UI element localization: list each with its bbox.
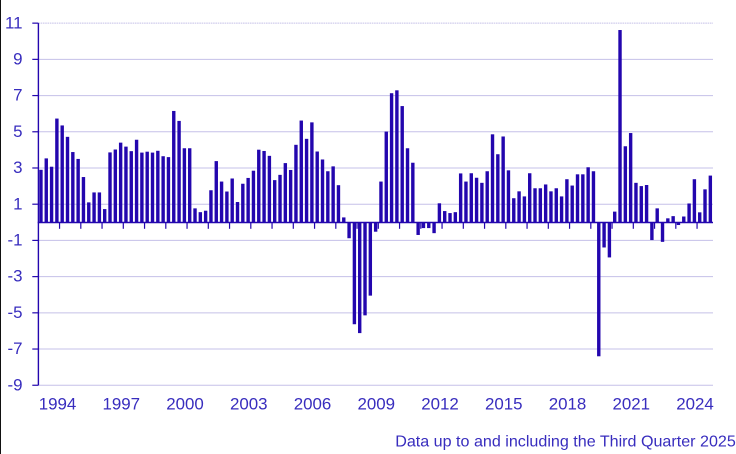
- svg-text:Data up to and including the T: Data up to and including the Third Quart…: [395, 433, 736, 451]
- svg-text:7: 7: [13, 86, 22, 105]
- svg-text:11: 11: [5, 13, 23, 32]
- svg-text:2012: 2012: [421, 395, 459, 414]
- svg-text:2006: 2006: [294, 395, 332, 414]
- svg-text:1: 1: [13, 194, 22, 213]
- svg-text:2009: 2009: [357, 395, 395, 414]
- svg-text:2015: 2015: [485, 395, 523, 414]
- svg-text:-7: -7: [7, 339, 22, 358]
- svg-text:2003: 2003: [230, 395, 268, 414]
- svg-text:1994: 1994: [39, 395, 77, 414]
- svg-text:1997: 1997: [102, 395, 140, 414]
- svg-text:2018: 2018: [549, 395, 587, 414]
- svg-text:3: 3: [13, 158, 22, 177]
- svg-text:-9: -9: [7, 375, 22, 394]
- svg-text:9: 9: [13, 49, 22, 68]
- svg-text:2021: 2021: [612, 395, 650, 414]
- svg-text:5: 5: [13, 122, 22, 141]
- svg-text:-1: -1: [7, 231, 22, 250]
- svg-text:2000: 2000: [166, 395, 204, 414]
- svg-text:-5: -5: [7, 303, 22, 322]
- svg-text:2024: 2024: [676, 395, 714, 414]
- svg-text:-3: -3: [7, 267, 22, 286]
